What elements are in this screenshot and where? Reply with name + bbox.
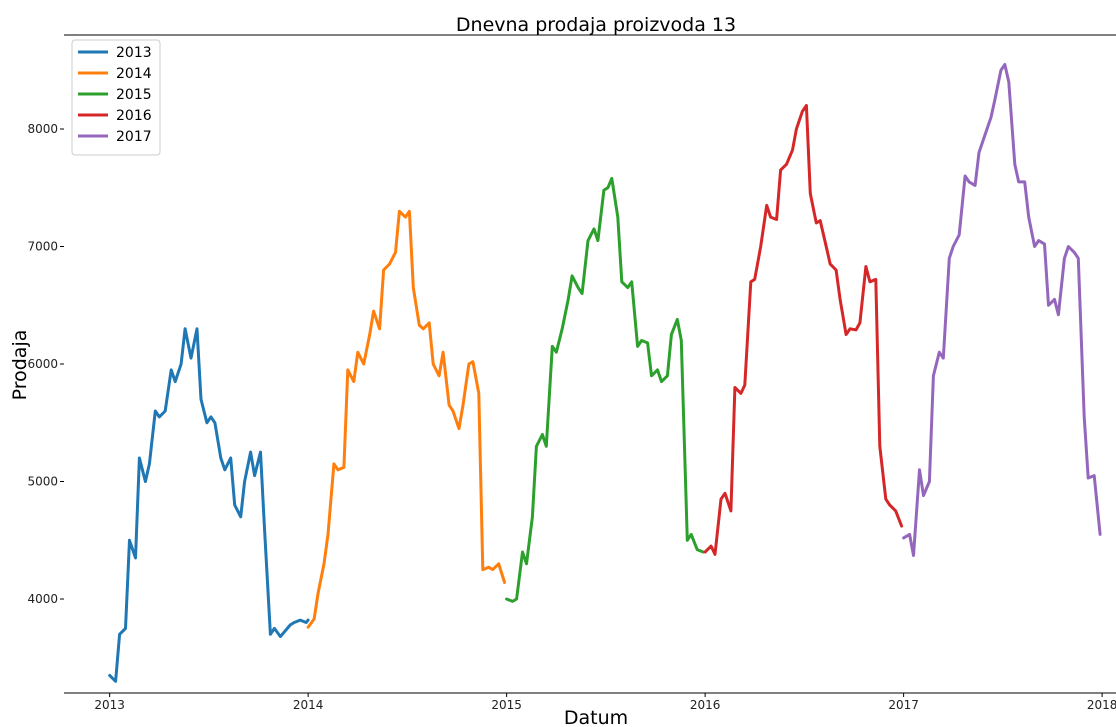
y-tick-label: 6000 bbox=[27, 357, 58, 371]
x-tick-label: 2014 bbox=[293, 698, 324, 712]
legend: 2013 2014 2015 2016 2017 bbox=[71, 39, 161, 156]
series-line-2017 bbox=[902, 62, 1102, 557]
legend-label-2016: 2016 bbox=[116, 108, 152, 124]
y-tick-label: 8000 bbox=[27, 122, 58, 136]
chart-title: Dnevna prodaja proizvoda 13 bbox=[456, 14, 736, 36]
x-tick-label: 2015 bbox=[491, 698, 522, 712]
y-axis-title: Prodaja bbox=[9, 330, 31, 401]
y-tick-label: 5000 bbox=[27, 475, 58, 489]
axis-ticks: 2013 2014 2015 2016 2017 2018 4000 5000 6000 7000… bbox=[27, 122, 1116, 712]
series-lines bbox=[108, 62, 1102, 683]
x-tick-label: 2017 bbox=[888, 698, 919, 712]
legend-label-2013: 2013 bbox=[116, 45, 152, 61]
x-axis-title: Datum bbox=[564, 707, 628, 727]
legend-label-2014: 2014 bbox=[116, 66, 152, 82]
series-line-2013 bbox=[108, 327, 310, 683]
series-line-2014 bbox=[306, 209, 507, 629]
series-line-2016 bbox=[703, 104, 904, 556]
y-tick-label: 4000 bbox=[27, 592, 58, 606]
x-tick-label: 2013 bbox=[94, 698, 125, 712]
series-line-2015 bbox=[505, 176, 705, 603]
y-tick-label: 7000 bbox=[27, 240, 58, 254]
legend-label-2017: 2017 bbox=[116, 129, 152, 145]
x-tick-label: 2018 bbox=[1087, 698, 1116, 712]
x-tick-label: 2016 bbox=[690, 698, 721, 712]
legend-frame bbox=[71, 39, 161, 156]
legend-label-2015: 2015 bbox=[116, 87, 152, 103]
